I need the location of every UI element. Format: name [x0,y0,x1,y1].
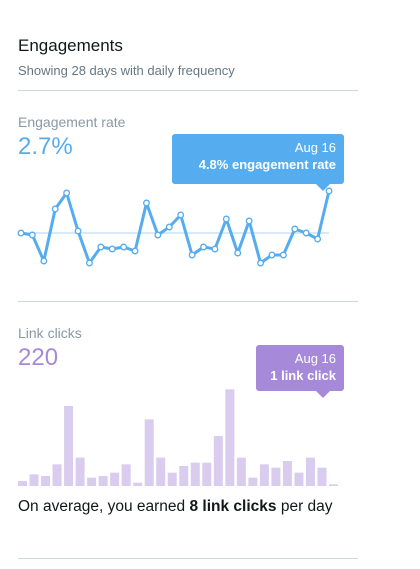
bar[interactable] [52,464,62,486]
data-point[interactable] [222,215,230,223]
bar[interactable] [41,476,51,486]
tooltip-value: 4.8% engagement rate [198,157,336,172]
bar[interactable] [75,457,85,486]
link-clicks-value: 220 [18,344,59,371]
data-point[interactable] [120,243,128,251]
tooltip-arrow [316,391,330,398]
data-point[interactable] [143,199,150,207]
data-point[interactable] [291,225,299,233]
tooltip-date: Aug 16 [294,140,336,155]
link-clicks-label: Link clicks [18,325,82,341]
tooltip-value: 1 link click [270,368,336,383]
average-prefix: On average, you earned [18,498,190,515]
bar[interactable] [202,462,212,486]
bar[interactable] [190,462,200,486]
engagement-rate-tooltip: Aug 16 4.8% engagement rate [172,134,344,191]
data-point[interactable] [97,243,105,251]
data-point[interactable] [154,231,162,239]
bar[interactable] [225,389,235,486]
engagement-rate-label: Engagement rate [18,114,126,130]
data-point[interactable] [257,259,265,267]
engagement-rate-chart [17,187,333,267]
bar[interactable] [156,457,166,486]
data-point[interactable] [268,251,276,259]
data-point[interactable] [314,235,322,243]
bar[interactable] [133,482,143,486]
page-subtitle: Showing 28 days with daily frequency [18,63,235,78]
average-suffix: per day [276,498,333,515]
data-point[interactable] [200,243,207,251]
bar[interactable] [317,467,327,486]
average-highlight: 8 link clicks [189,498,277,515]
link-clicks-chart [18,389,338,486]
bar[interactable] [167,472,177,486]
data-point[interactable] [108,245,116,253]
data-point[interactable] [131,247,139,255]
average-summary: On average, you earned 8 link clicks per… [18,496,348,518]
bar[interactable] [121,464,131,486]
bar[interactable] [248,477,258,486]
data-point[interactable] [74,227,82,235]
data-point[interactable] [245,217,253,225]
bar[interactable] [294,472,304,486]
bar[interactable] [271,467,281,486]
bar[interactable] [213,436,223,486]
bar[interactable] [110,472,120,486]
data-point[interactable] [302,229,310,237]
bar[interactable] [98,476,108,486]
bar[interactable] [282,461,292,486]
bottom-divider [18,558,358,559]
header-divider [18,90,358,91]
data-point[interactable] [28,231,36,239]
bar[interactable] [259,464,269,486]
data-point[interactable] [279,251,287,259]
data-point[interactable] [177,211,185,219]
data-point[interactable] [85,259,93,267]
engagement-rate-value: 2.7% [18,133,73,160]
bar[interactable] [179,466,189,486]
data-point[interactable] [63,189,71,197]
data-point[interactable] [188,251,196,259]
data-point[interactable] [17,229,25,237]
bar[interactable] [329,484,338,486]
data-point[interactable] [40,257,48,265]
bar[interactable] [29,474,39,486]
page-title: Engagements [18,36,123,55]
tooltip-date: Aug 16 [294,351,336,366]
bar[interactable] [305,457,315,486]
bar[interactable] [144,419,154,486]
bar[interactable] [87,477,97,486]
series-line [20,190,331,265]
section-divider [18,301,358,302]
data-point[interactable] [211,245,219,253]
bar[interactable] [236,457,246,486]
tooltip-arrow [316,184,330,191]
data-point[interactable] [51,205,59,213]
link-clicks-tooltip: Aug 16 1 link click [256,345,344,398]
data-point[interactable] [234,249,242,257]
data-point[interactable] [165,223,173,231]
bar[interactable] [64,406,74,486]
bar[interactable] [18,481,27,486]
